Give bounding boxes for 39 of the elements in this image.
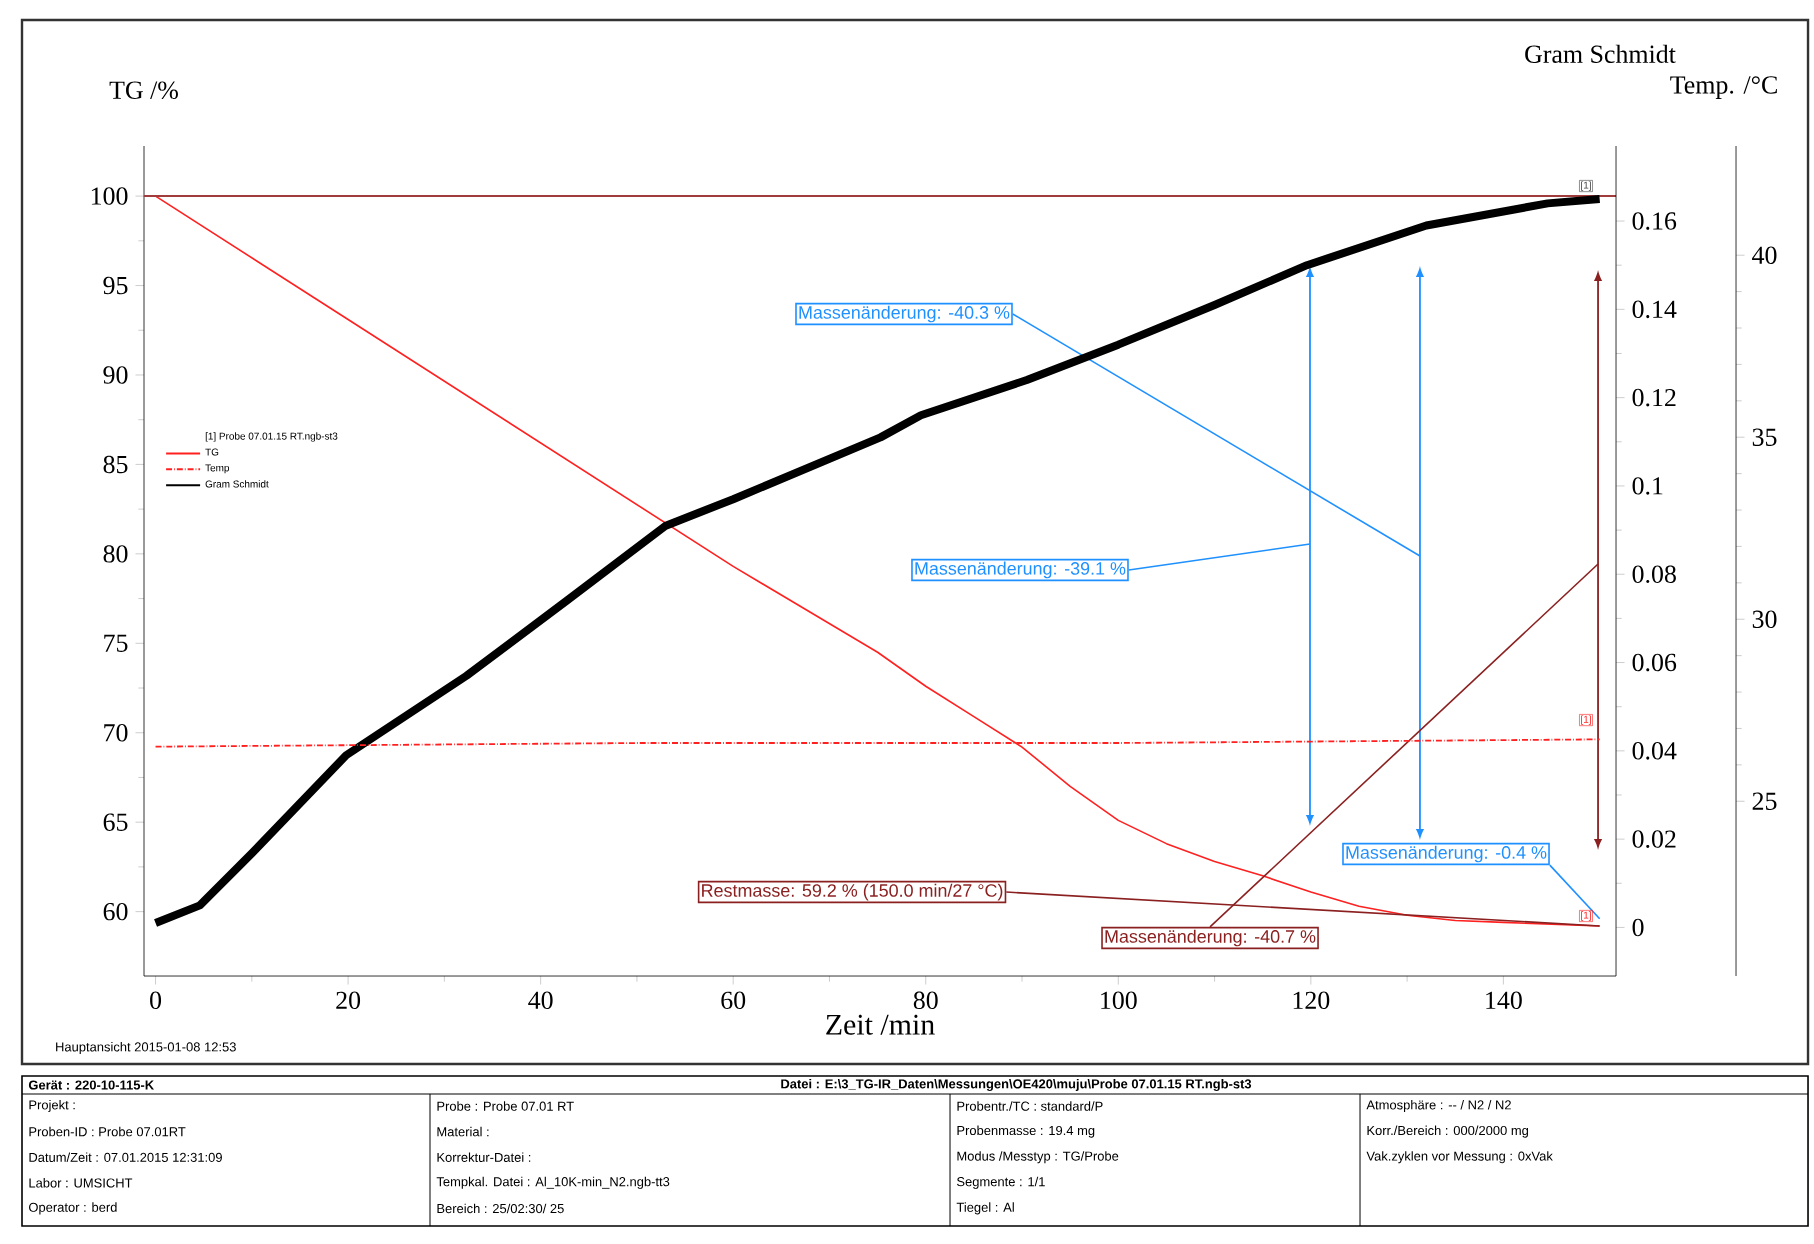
x-tick-label: 100 <box>1101 991 1137 1010</box>
y2-tick-label: 0.1 <box>1632 477 1663 495</box>
y3-tick-label: 25 <box>1752 792 1777 810</box>
x-tick-label: 20 <box>336 991 361 1010</box>
y2-tick-label: 0.04 <box>1632 742 1677 760</box>
y2-tick-label: 0 <box>1632 918 1644 937</box>
y3-tick-label: 40 <box>1752 246 1777 264</box>
x-axis-title: Zeit /min <box>826 1014 935 1035</box>
x-tick-label: 120 <box>1293 991 1330 1010</box>
y-tick-label: 90 <box>103 366 128 384</box>
y-tick-label: 95 <box>103 276 128 295</box>
annotation: Massenänderung: -0.4 % <box>1346 845 1547 863</box>
x-tick-label: 40 <box>528 991 553 1010</box>
y2-tick-label: 0.02 <box>1632 830 1676 848</box>
y-tick-label: 85 <box>103 455 128 474</box>
x-tick-label: 0 <box>150 991 162 1010</box>
y3-axis-title: Temp. /°C <box>1670 76 1777 99</box>
y-tick-label: 65 <box>103 813 128 831</box>
x-tick-label: 60 <box>721 991 746 1010</box>
annotation: Massenänderung: -40.7 % <box>1105 929 1316 947</box>
y2-tick-label: 0.08 <box>1632 565 1676 584</box>
y-tick-label: 80 <box>103 545 128 563</box>
y-axis-title: TG /% <box>109 81 178 99</box>
y2-tick-label: 0.06 <box>1632 653 1677 672</box>
annotation: Restmasse: 59.2 % (150.0 min/27 °C) <box>702 883 1003 901</box>
y-tick-label: 100 <box>91 187 128 205</box>
x-tick-label: 140 <box>1486 991 1522 1010</box>
y3-tick-label: 30 <box>1752 610 1777 628</box>
y-tick-label: 70 <box>104 724 128 742</box>
annotation: Massenänderung: -40.3 % <box>799 305 1010 323</box>
x-tick-label: 80 <box>913 991 938 1010</box>
y2-tick-label: 0.16 <box>1632 212 1677 230</box>
y-tick-label: 75 <box>104 634 128 652</box>
y2-tick-label: 0.14 <box>1632 300 1677 319</box>
y2-axis-title: Gram Schmidt <box>1525 44 1676 63</box>
y3-tick-label: 35 <box>1752 428 1777 446</box>
y-tick-label: 60 <box>103 902 128 921</box>
annotation: Massenänderung: -39.1 % <box>915 561 1126 579</box>
y2-tick-label: 0.12 <box>1632 388 1676 407</box>
